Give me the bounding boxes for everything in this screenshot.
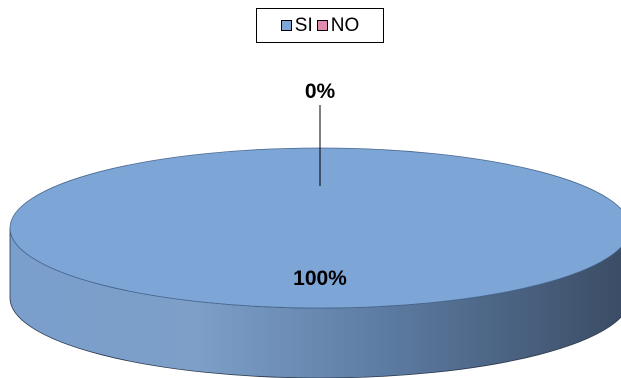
legend-swatch-si: [280, 20, 292, 31]
legend-item-no: NO: [316, 14, 360, 37]
legend-swatch-no: [316, 20, 328, 31]
data-label-si: 100%: [293, 267, 347, 290]
legend-label-si: SI: [294, 14, 313, 36]
legend-item-si: SI: [280, 14, 313, 37]
legend-label-no: NO: [330, 14, 360, 36]
chart-legend: SI NO: [256, 8, 384, 43]
data-label-no: 0%: [305, 80, 336, 103]
